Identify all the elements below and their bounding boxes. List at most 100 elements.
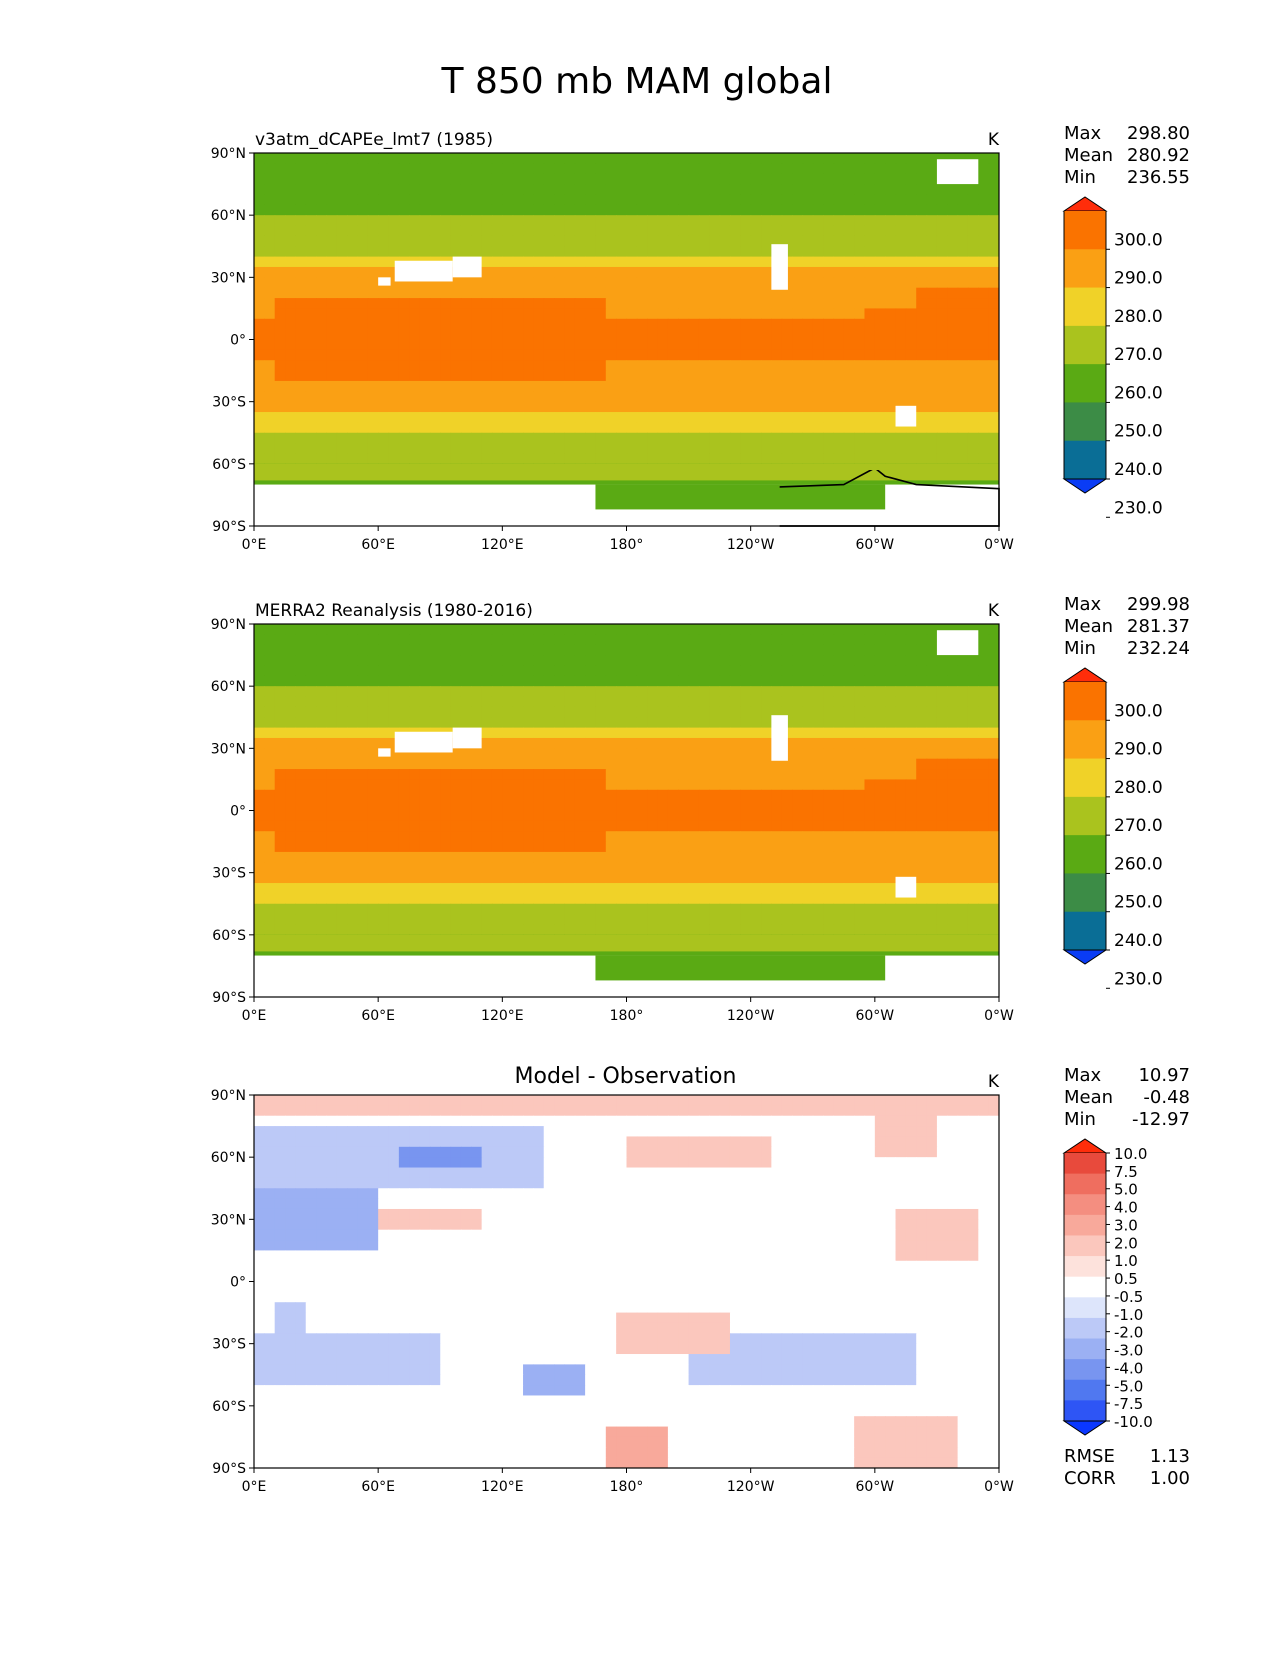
field-cell [513,443,524,454]
field-cell [471,391,482,402]
field-cell [989,769,1000,780]
field-cell [564,790,575,801]
field-cell [378,811,389,822]
field-cell [678,360,689,371]
field-cell [647,811,658,822]
field-cell [451,924,462,935]
field-cell [451,402,462,413]
field-cell [544,236,555,247]
field-cell [720,665,731,676]
field-cell [523,360,534,371]
field-cell [440,717,451,728]
field-cell [513,277,524,288]
field-cell [430,246,441,257]
field-cell [554,257,565,268]
field-cell [616,676,627,687]
field-cell [896,153,907,164]
field-cell [492,748,503,759]
field-cell [637,842,648,853]
field-cell [471,831,482,842]
field-cell [389,624,400,635]
field-cell [378,904,389,915]
field-cell [782,163,793,174]
field-cell [616,842,627,853]
field-cell [937,194,948,205]
field-cell [357,645,368,656]
field-cell [347,205,358,216]
field-cell [326,831,337,842]
field-cell [316,748,327,759]
field-cell [264,738,275,749]
field-cell [368,769,379,780]
field-cell [833,924,844,935]
field-cell [254,350,265,361]
field-cell [409,412,420,423]
field-cell [678,422,689,433]
field-cell [864,205,875,216]
field-cell [782,873,793,884]
field-cell [440,873,451,884]
field-cell [461,769,472,780]
field-cell [968,340,979,351]
field-cell [844,194,855,205]
field-cell [554,821,565,832]
field-cell [533,748,544,759]
field-cell [275,769,286,780]
field-cell [927,288,938,299]
field-cell [471,236,482,247]
field-cell [337,842,348,853]
field-cell [616,686,627,697]
field-cell [316,811,327,822]
field-cell [285,769,296,780]
field-cell [254,686,265,697]
field-cell [606,655,617,666]
field-cell [306,215,317,226]
field-cell [533,319,544,330]
field-cell [502,634,513,645]
field-cell [295,697,306,708]
field-cell [575,236,586,247]
field-cell [275,904,286,915]
field-cell [482,790,493,801]
field-cell [802,873,813,884]
field-cell [947,453,958,464]
field-cell [854,842,865,853]
field-cell [564,852,575,863]
field-cell [554,748,565,759]
field-cell [864,174,875,185]
field-cell [844,174,855,185]
field-cell [802,391,813,402]
field-cell [947,340,958,351]
field-cell [420,624,431,635]
field-cell [285,308,296,319]
field-cell [285,226,296,237]
field-cell [864,873,875,884]
field-cell [927,381,938,392]
field-cell [440,665,451,676]
field-cell [689,153,700,164]
field-cell [875,883,886,894]
field-cell [575,443,586,454]
field-cell [937,205,948,216]
field-cell [533,655,544,666]
field-cell [461,852,472,863]
field-cell [709,852,720,863]
field-cell [720,329,731,340]
field-cell [420,153,431,164]
field-cell [616,226,627,237]
field-cell [513,665,524,676]
field-cell [896,665,907,676]
field-cell [502,769,513,780]
field-cell [958,655,969,666]
field-cell [275,153,286,164]
field-cell [906,748,917,759]
field-cell [399,153,410,164]
field-cell [533,298,544,309]
field-cell [378,831,389,842]
field-cell [378,842,389,853]
field-cell [720,246,731,257]
field-cell [461,329,472,340]
field-cell [989,267,1000,278]
field-cell [968,904,979,915]
field-cell [782,779,793,790]
